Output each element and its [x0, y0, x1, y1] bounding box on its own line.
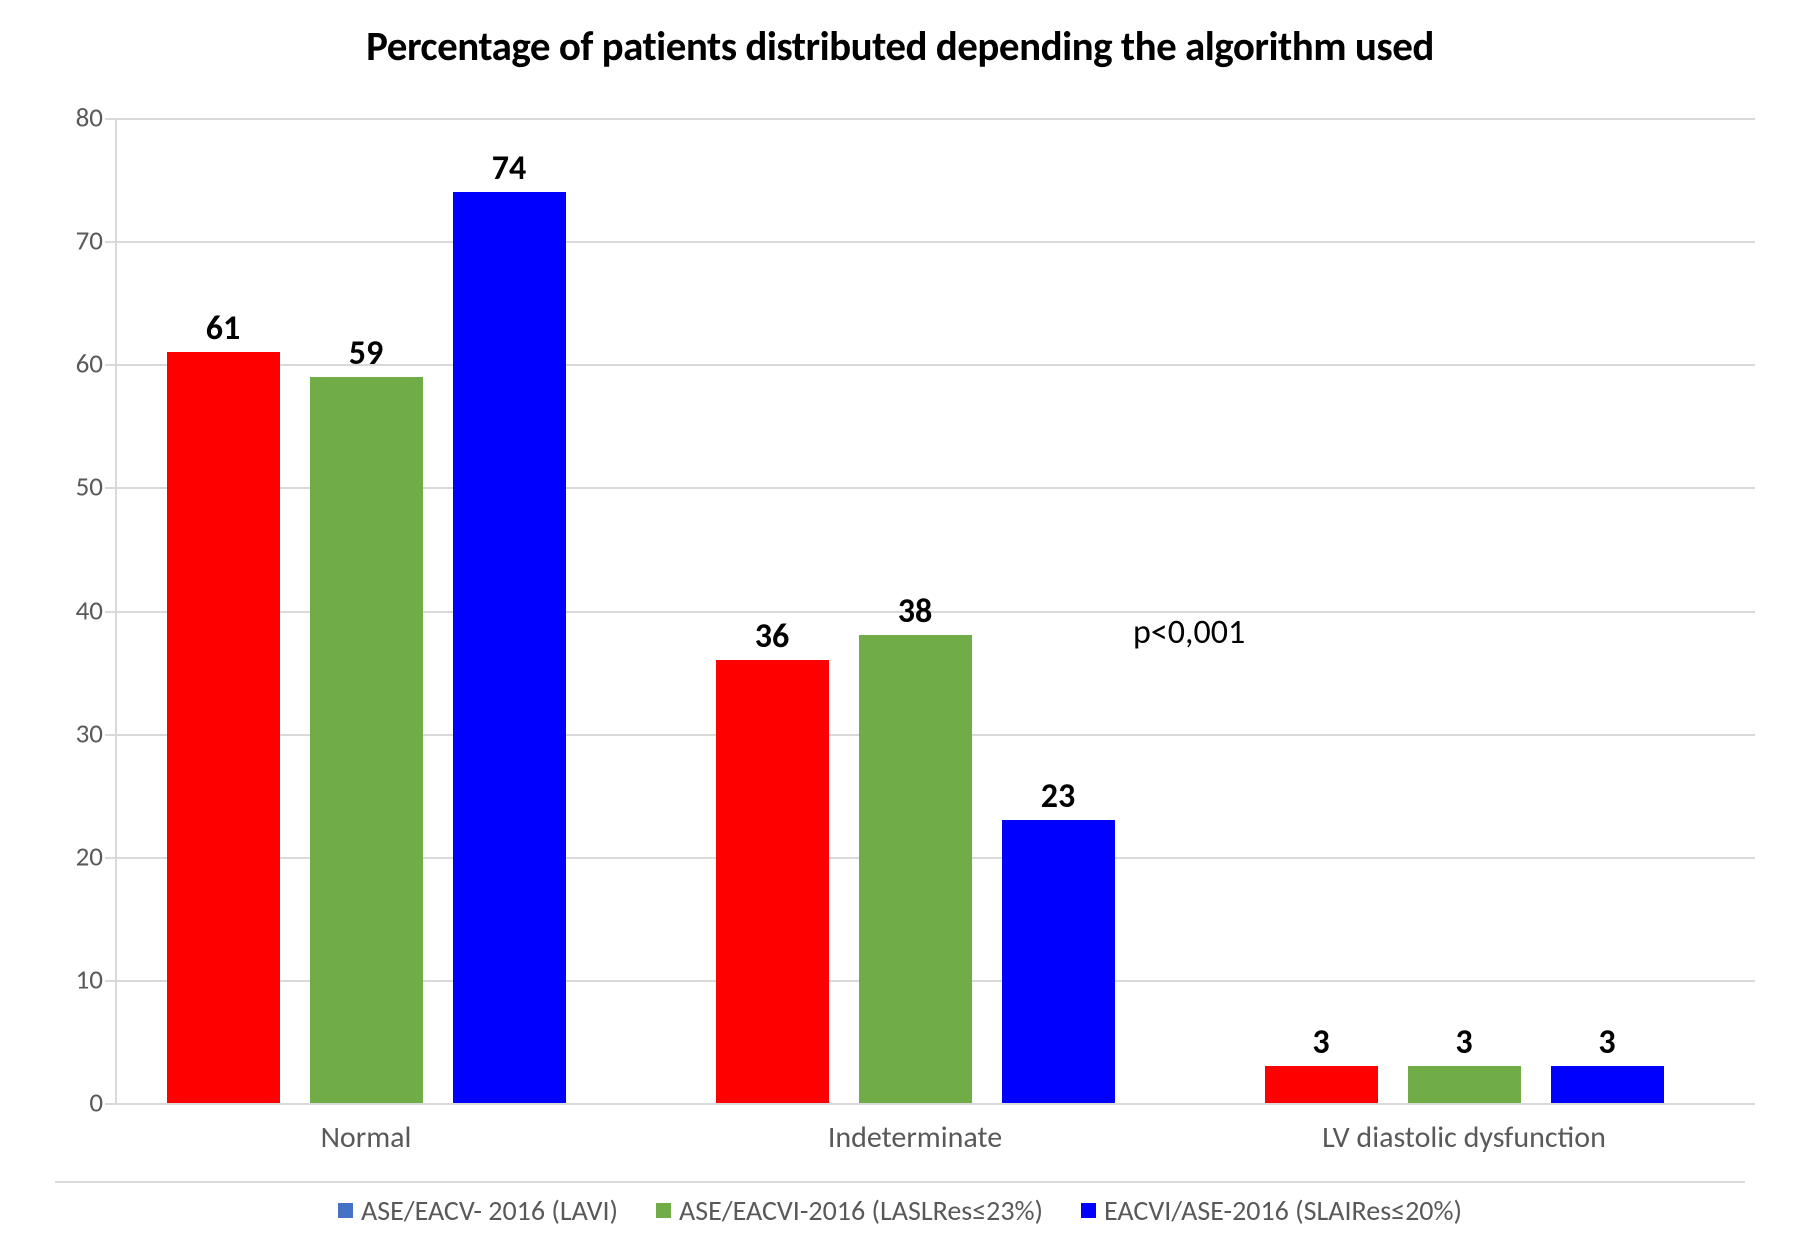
bar — [167, 352, 280, 1103]
y-tick-mark — [105, 241, 115, 243]
y-tick-mark — [105, 980, 115, 982]
legend-label: ASE/EACVI-2016 (LASLRes≤23%) — [679, 1193, 1043, 1228]
legend-swatch — [656, 1203, 671, 1218]
bar-value-label: 3 — [1598, 1022, 1615, 1063]
gridline — [115, 118, 1755, 120]
y-tick-label: 70 — [76, 225, 103, 258]
bar-value-label: 3 — [1455, 1022, 1472, 1063]
x-category-label: Indeterminate — [828, 1119, 1002, 1156]
legend-item: ASE/EACVI-2016 (LASLRes≤23%) — [656, 1193, 1043, 1228]
gridline — [115, 241, 1755, 243]
y-tick-label: 60 — [76, 348, 103, 381]
legend-swatch — [1081, 1203, 1096, 1218]
y-tick-label: 10 — [76, 963, 103, 996]
legend-label: EACVI/ASE-2016 (SLAIRes≤20%) — [1104, 1193, 1462, 1228]
chart-container: Percentage of patients distributed depen… — [0, 0, 1800, 1248]
bar-value-label: 74 — [492, 148, 526, 189]
y-tick-mark — [105, 1103, 115, 1105]
bar-value-label: 36 — [755, 616, 789, 657]
bar — [859, 635, 972, 1103]
y-tick-mark — [105, 118, 115, 120]
legend-item: ASE/EACV- 2016 (LAVI) — [338, 1193, 618, 1228]
bar — [1551, 1066, 1664, 1103]
y-tick-label: 50 — [76, 471, 103, 504]
bar — [716, 660, 829, 1103]
y-tick-label: 20 — [76, 840, 103, 873]
legend-label: ASE/EACV- 2016 (LAVI) — [361, 1193, 618, 1228]
legend: ASE/EACV- 2016 (LAVI) ASE/EACVI-2016 (LAS… — [55, 1181, 1745, 1228]
bar — [310, 377, 423, 1103]
bar-value-label: 38 — [898, 591, 932, 632]
x-category-label: Normal — [321, 1119, 412, 1156]
y-tick-label: 30 — [76, 717, 103, 750]
y-tick-label: 80 — [76, 102, 103, 135]
chart-title: Percentage of patients distributed depen… — [0, 22, 1800, 72]
y-tick-mark — [105, 364, 115, 366]
x-category-label: LV diastolic dysfunction — [1322, 1119, 1606, 1156]
bar-value-label: 3 — [1312, 1022, 1329, 1063]
legend-item: EACVI/ASE-2016 (SLAIRes≤20%) — [1081, 1193, 1462, 1228]
y-tick-label: 40 — [76, 594, 103, 627]
plot-area: 01020304050607080Normal615974Indetermina… — [115, 118, 1755, 1103]
legend-swatch — [338, 1203, 353, 1218]
y-tick-mark — [105, 487, 115, 489]
bar-value-label: 59 — [349, 333, 383, 374]
bar — [1002, 820, 1115, 1103]
y-tick-label: 0 — [89, 1087, 103, 1120]
bar — [1408, 1066, 1521, 1103]
y-tick-mark — [105, 857, 115, 859]
bar — [1265, 1066, 1378, 1103]
y-tick-mark — [105, 611, 115, 613]
gridline — [115, 1103, 1755, 1105]
bar-value-label: 23 — [1041, 776, 1075, 817]
bar-value-label: 61 — [206, 308, 240, 349]
bar — [453, 192, 566, 1103]
y-tick-mark — [105, 734, 115, 736]
annotation: p<0,001 — [1133, 612, 1245, 653]
